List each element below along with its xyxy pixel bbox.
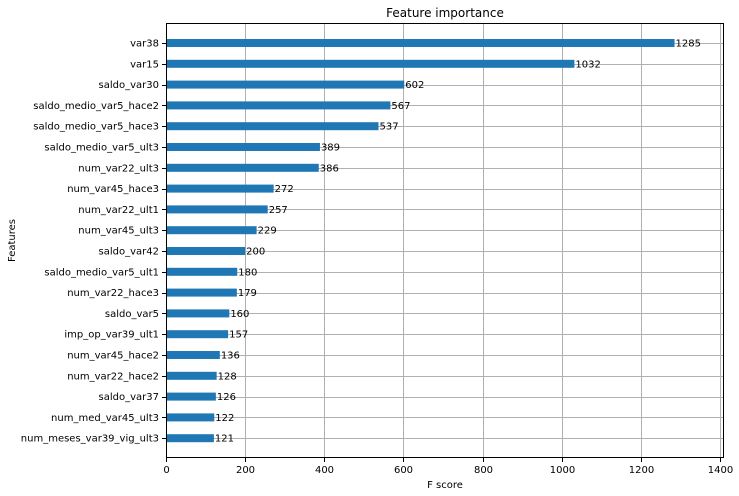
y-tick-label: saldo_var5 [105,309,159,320]
y-tick-label: num_var22_hace2 [67,371,159,382]
plot-frame [166,23,724,458]
bar [166,80,405,89]
bar [166,226,257,235]
y-tick-label: num_meses_var39_vig_ult3 [21,434,159,445]
y-tick-label: num_var22_hace3 [67,288,159,299]
y-tick-label: num_med_var45_ult3 [51,413,159,424]
bar [166,163,319,172]
y-tick-label: saldo_medio_var5_hace2 [33,101,159,112]
y-tick-label: num_var45_hace3 [67,184,159,195]
bar-value-label: 537 [380,122,399,133]
y-tick-label: saldo_var30 [99,80,159,91]
bar [166,371,217,380]
bar [166,309,230,318]
y-tick-label: saldo_medio_var5_ult3 [44,143,159,154]
bar [166,39,675,47]
x-tick-label: 1000 [550,465,575,476]
x-tick-label: 200 [236,465,255,476]
y-tick-label: var15 [130,59,159,70]
bar [166,267,238,276]
bar-value-label: 179 [238,288,257,299]
y-tick-label: saldo_medio_var5_ult1 [44,267,159,278]
bar-value-label: 229 [258,226,277,237]
bar [166,330,229,339]
bar-value-label: 602 [405,80,424,91]
bar [166,413,215,422]
bar-value-label: 272 [275,184,294,195]
bar-value-label: 567 [391,101,410,112]
bar-value-label: 157 [229,330,248,341]
bar-value-label: 1285 [676,39,701,50]
y-tick-label: saldo_var37 [99,392,159,403]
label-layer: 1285 1032 602 567 537 389 386 272 257 229 200 180 17… [215,39,701,445]
y-tick-label: saldo_var42 [99,247,159,258]
x-tick-label: 600 [394,465,413,476]
x-tick-label: 800 [474,465,493,476]
bar [166,434,214,443]
y-tick-label: saldo_medio_var5_hace3 [33,122,159,133]
y-axis-label: Features [7,219,18,262]
bar [166,205,268,214]
y-tick-label: imp_op_var39_ult1 [64,330,159,341]
bar-value-label: 389 [321,143,340,154]
bar [166,351,220,359]
bar-value-label: 1032 [575,59,600,70]
chart-title: Feature importance [386,6,504,20]
y-tick-label: num_var45_hace2 [67,351,159,362]
y-tick-label: num_var22_ult1 [78,205,159,216]
x-tick-label: 1400 [708,465,733,476]
x-tick-label: 0 [163,465,169,476]
y-tick-label: num_var45_ult3 [78,226,159,237]
bar [166,143,320,151]
bar [166,122,379,131]
bar-value-label: 386 [320,163,339,174]
bar-value-label: 121 [215,434,234,445]
bar-layer [166,39,675,443]
bar [166,288,237,297]
x-axis-label: F score [427,480,463,491]
bar [166,247,246,255]
bar [166,184,274,193]
bar-value-label: 122 [215,413,234,424]
bar [166,101,391,110]
y-tick-label: var38 [130,39,159,50]
bar-value-label: 136 [221,351,240,362]
bar [166,392,216,401]
bar-value-label: 200 [246,247,265,258]
bar-value-label: 160 [230,309,249,320]
bar [166,59,575,68]
tick-layer: 0 200 400 600 800 1000 1200 1400 var38 var15 saldo… [21,39,733,477]
y-tick-label: num_var22_ult3 [78,163,159,174]
bar-value-label: 126 [217,392,236,403]
x-tick-label: 1200 [629,465,654,476]
x-tick-label: 400 [315,465,334,476]
bar-value-label: 257 [269,205,288,216]
bar-value-label: 180 [238,267,257,278]
bar-value-label: 128 [218,371,237,382]
